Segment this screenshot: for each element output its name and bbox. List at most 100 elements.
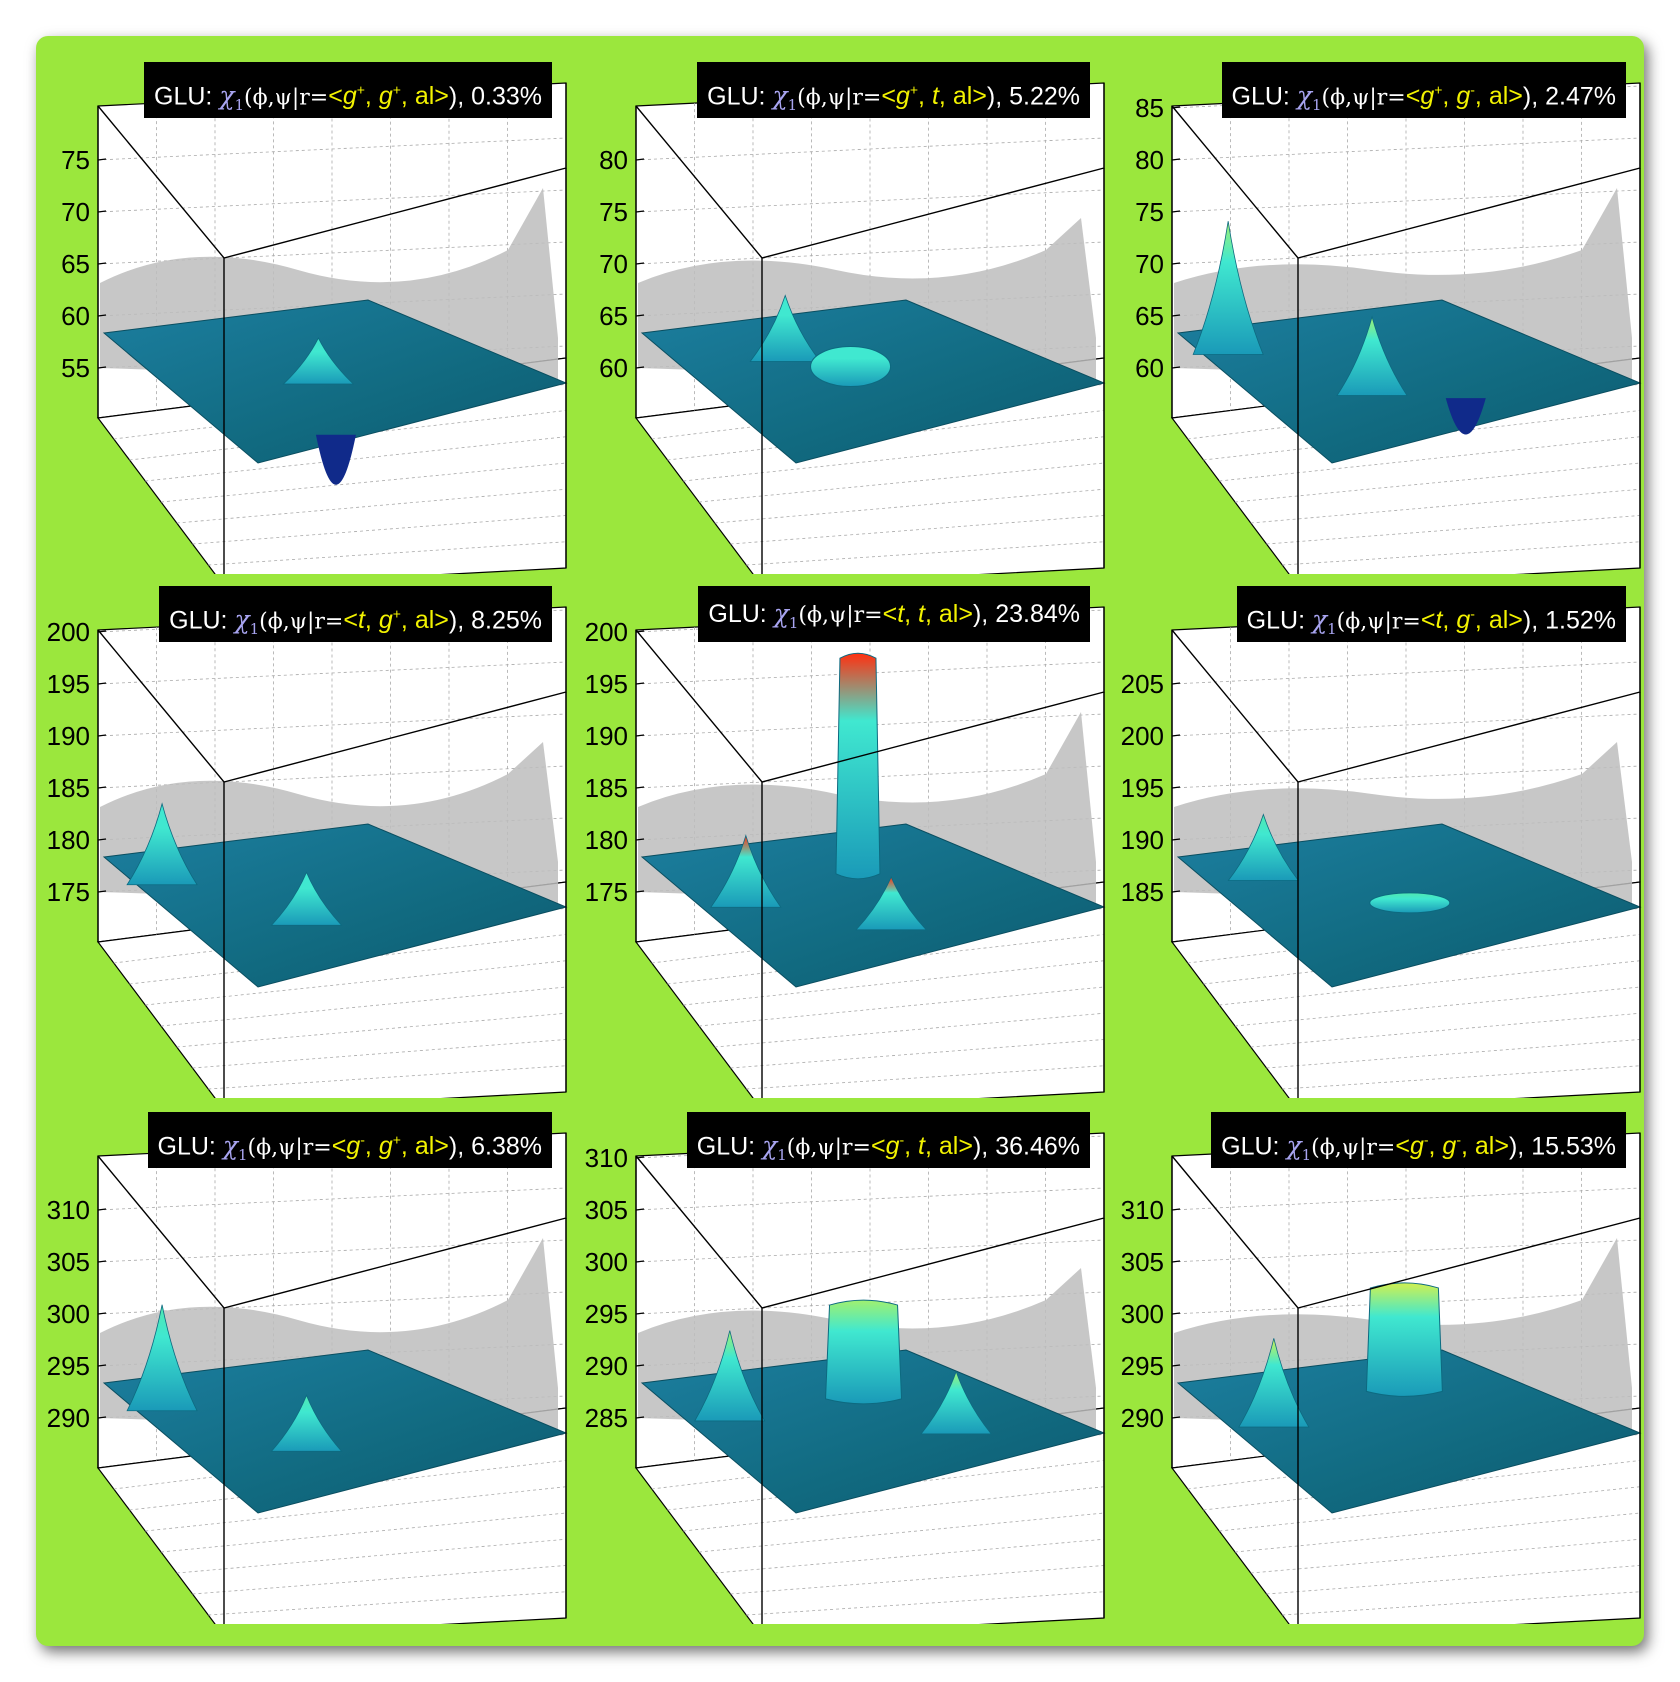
chi-subscript: 1 (1311, 96, 1322, 115)
state-2-sign: + (392, 1132, 401, 1148)
state-1: t (897, 600, 905, 628)
surface-feature-peak (1192, 221, 1264, 355)
z-tick-label: 200 (1121, 721, 1164, 751)
chi-subscript: 1 (787, 96, 798, 115)
z-tick-label: 310 (1121, 1195, 1164, 1225)
state-2: t (918, 600, 925, 628)
z-tick-label: 180 (585, 825, 628, 855)
chi-subscript: 1 (249, 620, 260, 639)
state-2-sign: - (1456, 1132, 1461, 1148)
surface-feature-peak (270, 871, 343, 926)
panel-title: GLU: χ1(ϕ,ψ|r=<g-, t, al>), 36.46% (686, 1112, 1090, 1168)
title-args: (ϕ,ψ|r= (1311, 1135, 1396, 1161)
title-prefix: GLU: (154, 82, 220, 111)
state-1: g (1420, 82, 1435, 111)
panel-title: GLU: χ1(ϕ,ψ|r=<t, g+, al>), 8.25% (159, 586, 552, 642)
panel-title: GLU: χ1(ϕ,ψ|r=<g-, g-, al>), 15.53% (1211, 1112, 1626, 1168)
surface-panel: 285 290 295 300 305 310 GLU: χ1(ϕ,ψ|r=<g-, t, … (576, 1088, 1112, 1624)
rotamer-state: <t, g-, al> (1420, 606, 1523, 635)
state-2: g (1456, 82, 1471, 111)
z-tick-label: 60 (1135, 353, 1164, 383)
title-percentage: ), 0.33% (448, 82, 542, 111)
title-args: (ϕ,ψ|r= (247, 1135, 332, 1161)
chi-symbol: χ1 (222, 1131, 248, 1165)
rotamer-state: <g+, t, al> (881, 82, 987, 111)
state-2: g (378, 1132, 393, 1161)
state-1: g (885, 1132, 900, 1161)
surface-plot-svg: 175 180 185 190 195 200 (47, 606, 568, 1098)
title-args: (ϕ,ψ|r= (259, 609, 344, 635)
surface-panel: 175 180 185 190 195 200 GLU: χ1(ϕ,ψ|r=<t, t, a… (576, 562, 1112, 1098)
z-tick-label: 65 (1135, 301, 1164, 331)
state-3: al (414, 606, 435, 635)
surface-plot-svg: 290 295 300 305 310 (1121, 1132, 1642, 1624)
surface-feature-column (835, 652, 881, 880)
state-2: t (918, 1132, 925, 1161)
z-tick-label: 290 (585, 1351, 628, 1381)
z-tick-label: 300 (1121, 1299, 1164, 1329)
z-tick-label: 65 (599, 301, 628, 331)
z-tick-label: 295 (585, 1299, 628, 1329)
rotamer-state: <g-, t, al> (870, 1132, 973, 1161)
title-prefix: GLU: (708, 600, 774, 628)
z-tick-label: 195 (47, 669, 90, 699)
title-percentage: ), 36.46% (972, 1132, 1080, 1161)
z-tick-label: 55 (61, 353, 90, 383)
surface-feature-bump (282, 337, 355, 385)
rotamer-state: <g+, g-, al> (1405, 82, 1523, 111)
box-edges (635, 607, 1105, 1098)
state-1: t (357, 606, 365, 635)
chi-symbol: χ1 (234, 605, 260, 639)
title-prefix: GLU: (157, 1132, 223, 1161)
surface-feature-ridge (1238, 1338, 1310, 1428)
z-tick-label: 180 (47, 825, 90, 855)
chi-subscript: 1 (1301, 1146, 1312, 1165)
state-1-sign: - (1423, 1132, 1429, 1148)
box-edges (97, 607, 567, 1098)
title-args: (ϕ,ψ|r= (786, 1135, 871, 1161)
state-2: g (378, 606, 393, 635)
surface-feature-ridge (694, 1330, 766, 1422)
z-tick-label: 300 (47, 1299, 90, 1329)
surface-panel: 290 295 300 305 310 GLU: χ1(ϕ,ψ|r=<g-, g+, al… (38, 1088, 574, 1624)
state-3: al (414, 1132, 435, 1161)
state-3: al (414, 82, 435, 111)
rotamer-state: <g+, g+, al> (328, 82, 449, 111)
chi-symbol: χ1 (1286, 1131, 1312, 1165)
state-1-sign: - (899, 1132, 905, 1148)
surface-feature-peak (920, 1370, 992, 1435)
title-percentage: ), 5.22% (986, 82, 1080, 111)
state-3: al (952, 82, 973, 111)
surface-feature-ring (1369, 892, 1451, 914)
state-2-sign: + (392, 606, 401, 622)
z-tick-label: 70 (1135, 249, 1164, 279)
box-edges (1171, 607, 1641, 1098)
title-args: (ϕ,ψ|r= (244, 85, 329, 111)
state-1-sign: + (356, 82, 365, 98)
state-2: t (931, 82, 939, 111)
state-2: g (1442, 1132, 1457, 1161)
chi-subscript: 1 (234, 96, 245, 115)
title-prefix: GLU: (1231, 82, 1297, 111)
state-1: g (342, 82, 357, 111)
title-percentage: ), 15.53% (1508, 1132, 1616, 1161)
surface-panel: 60 65 70 75 80 85 GLU: χ1(ϕ,ψ|r=<g+, g-, al>),… (1112, 38, 1648, 574)
surface-plot-svg: 285 290 295 300 305 310 (585, 1132, 1106, 1624)
state-1: t (1435, 606, 1443, 635)
state-1: g (1409, 1132, 1424, 1161)
surface-feature-peak (126, 802, 198, 886)
surface-feature-ring (810, 346, 892, 388)
z-tick-label: 190 (585, 721, 628, 751)
state-2-sign: - (1470, 82, 1475, 98)
box-edges (97, 83, 567, 574)
title-percentage: ), 8.25% (448, 606, 542, 635)
surface-feature-plateau (1365, 1282, 1443, 1397)
chi-symbol: χ1 (762, 1131, 787, 1165)
z-tick-label: 175 (47, 877, 90, 907)
surface-feature-dip (315, 434, 356, 485)
z-tick-label: 205 (1121, 669, 1164, 699)
chi-symbol: χ1 (1311, 605, 1337, 639)
surface-plot-svg: 60 65 70 75 80 85 (1135, 82, 1642, 574)
z-tick-label: 190 (47, 721, 90, 751)
z-tick-label: 295 (1121, 1351, 1164, 1381)
